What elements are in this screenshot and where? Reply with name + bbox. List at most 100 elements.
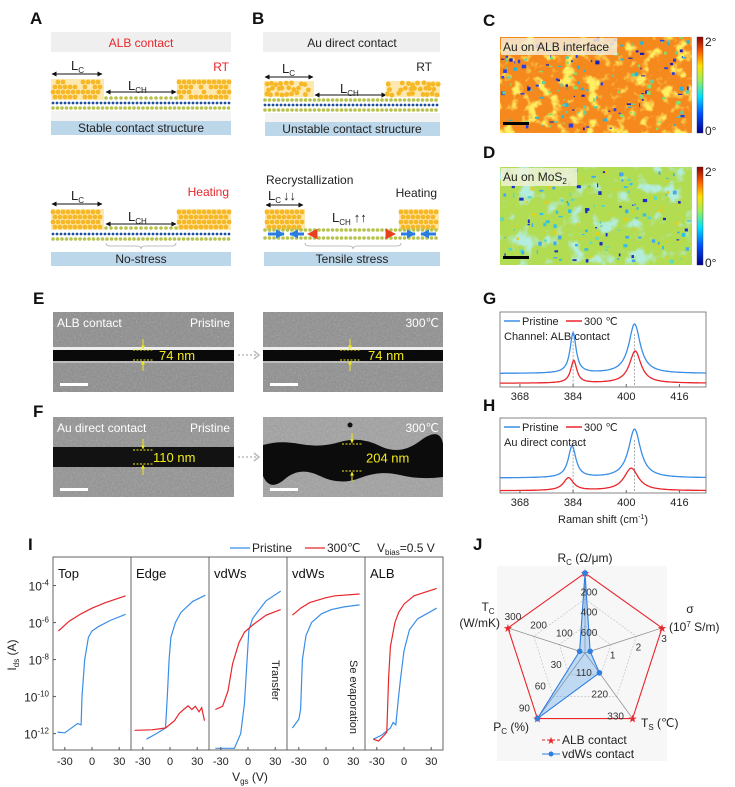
atom (60, 106, 64, 110)
grain (677, 212, 679, 215)
atom (431, 103, 435, 107)
gold-atom (90, 219, 96, 225)
atom (425, 108, 429, 112)
grain (625, 235, 630, 239)
atom (73, 106, 78, 110)
grain (575, 244, 578, 247)
atom (105, 237, 109, 241)
grain (674, 222, 679, 225)
atom (167, 232, 171, 236)
atom (294, 228, 299, 232)
atom (159, 226, 163, 230)
atom (420, 108, 425, 112)
atom (276, 98, 281, 102)
grain (625, 209, 629, 214)
grain (535, 84, 539, 87)
gold-atom (203, 224, 209, 230)
caption: Stable contact structure (78, 121, 204, 135)
gold-atom (403, 209, 409, 215)
grain (658, 171, 661, 175)
atom (55, 232, 59, 236)
gold-atom (418, 209, 424, 215)
radar-tick-label: 90 (519, 704, 531, 715)
atom (100, 106, 105, 110)
atom (339, 98, 344, 102)
atom (217, 106, 222, 110)
grain (629, 182, 633, 186)
atom (154, 226, 158, 230)
gold-atom (284, 209, 290, 215)
grain (642, 213, 647, 217)
grain (514, 61, 516, 64)
gold-atom (428, 219, 434, 225)
gold-atom (279, 219, 285, 225)
atom (276, 108, 281, 112)
atom (407, 103, 411, 107)
gold-atom (208, 84, 214, 90)
grain (514, 224, 517, 228)
atom (263, 103, 267, 107)
atom (91, 106, 96, 110)
gold-atom (211, 209, 217, 215)
gold-atom (400, 224, 406, 230)
atom (55, 237, 60, 241)
atom (285, 228, 290, 232)
grain (669, 259, 674, 264)
grain (617, 90, 620, 94)
gold-atom (72, 84, 78, 90)
particle (347, 422, 353, 428)
axis-name-sub: S (648, 723, 653, 732)
atom (139, 96, 143, 100)
atom (303, 228, 308, 232)
caption: Tensile stress (316, 252, 389, 266)
gold-atom (417, 86, 423, 92)
grain (617, 258, 620, 260)
radar-axis-unit: (107 S/m) (669, 620, 719, 634)
grain (665, 240, 668, 243)
x-axis-label-text: V (232, 770, 240, 784)
grain (642, 198, 648, 203)
gold-atom (90, 79, 96, 85)
gold-atom (77, 214, 83, 220)
atom (393, 236, 398, 240)
atom (275, 103, 279, 107)
grain (602, 171, 606, 174)
atom (303, 103, 307, 107)
grain (573, 85, 575, 90)
gold-atom (281, 224, 287, 230)
radar-tick-label: 200 (581, 587, 598, 598)
grain (550, 65, 553, 68)
atom (174, 226, 178, 230)
atom (429, 236, 434, 240)
grain (666, 190, 670, 195)
grain (679, 86, 683, 91)
grain (553, 241, 557, 246)
grain (506, 66, 508, 71)
atom (73, 237, 78, 241)
gold-atom (433, 219, 439, 225)
atom (123, 101, 127, 105)
gold-atom (264, 219, 270, 225)
y-tick-exp: -4 (42, 579, 50, 588)
gold-atom (201, 79, 207, 85)
atom (267, 103, 271, 107)
grain (576, 112, 579, 114)
image-state: 300℃ (406, 316, 440, 330)
atom (75, 101, 79, 105)
gold-atom (186, 209, 192, 215)
grain (611, 74, 614, 77)
gold-atom (208, 94, 214, 100)
gold-atom (186, 79, 192, 85)
atom (226, 106, 231, 110)
atom (78, 106, 82, 110)
grain (608, 110, 611, 112)
atom (281, 108, 285, 112)
gold-atom (178, 94, 184, 100)
atom (186, 106, 190, 110)
gold-atom (193, 214, 199, 220)
grain (619, 205, 622, 208)
grain (593, 204, 595, 208)
grain (658, 245, 663, 248)
grain (630, 111, 633, 113)
atom (163, 106, 168, 110)
